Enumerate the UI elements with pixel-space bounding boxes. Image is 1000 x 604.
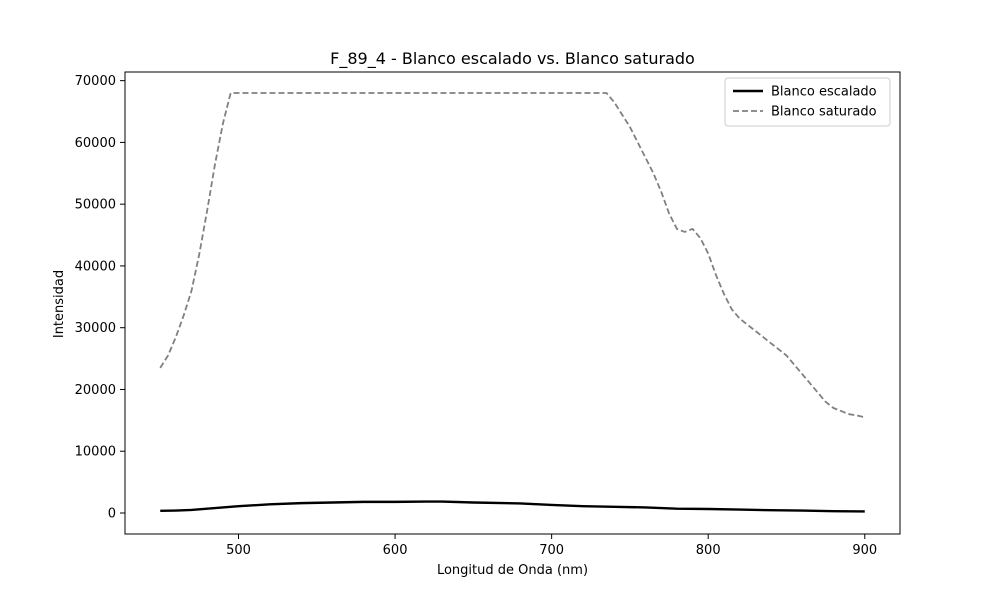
x-axis-label: Longitud de Onda (nm) [437, 563, 588, 578]
y-tick-label: 40000 [75, 259, 116, 274]
x-tick-label: 500 [226, 543, 251, 558]
y-tick-label: 10000 [75, 445, 116, 460]
x-axis: 500 600 700 800 900 [226, 534, 877, 558]
x-tick-label: 700 [539, 543, 564, 558]
x-tick-label: 600 [383, 543, 408, 558]
y-tick-label: 60000 [75, 136, 116, 151]
y-tick-label: 20000 [75, 383, 116, 398]
legend-label-1: Blanco escalado [771, 85, 877, 100]
legend-box [724, 77, 891, 127]
x-tick-label: 800 [696, 543, 721, 558]
y-tick-label: 0 [108, 507, 116, 522]
series-line-2 [159, 92, 865, 419]
y-tick-label: 50000 [75, 198, 116, 213]
y-axis-label: Intensidad [52, 270, 67, 338]
y-tick-label: 70000 [75, 74, 116, 89]
legend: Blanco escalado Blanco saturado [724, 77, 891, 127]
legend-label-2: Blanco saturado [771, 105, 877, 120]
series-line-1 [160, 500, 865, 513]
y-tick-label: 30000 [75, 321, 116, 336]
chart-title: F_89_4 - Blanco escalado vs. Blanco satu… [330, 49, 695, 69]
plot-frame [124, 71, 901, 535]
x-tick-label: 900 [852, 543, 877, 558]
y-axis: 0 10000 20000 30000 40000 50000 60000 70000 [75, 74, 125, 522]
plot-area [124, 71, 901, 535]
